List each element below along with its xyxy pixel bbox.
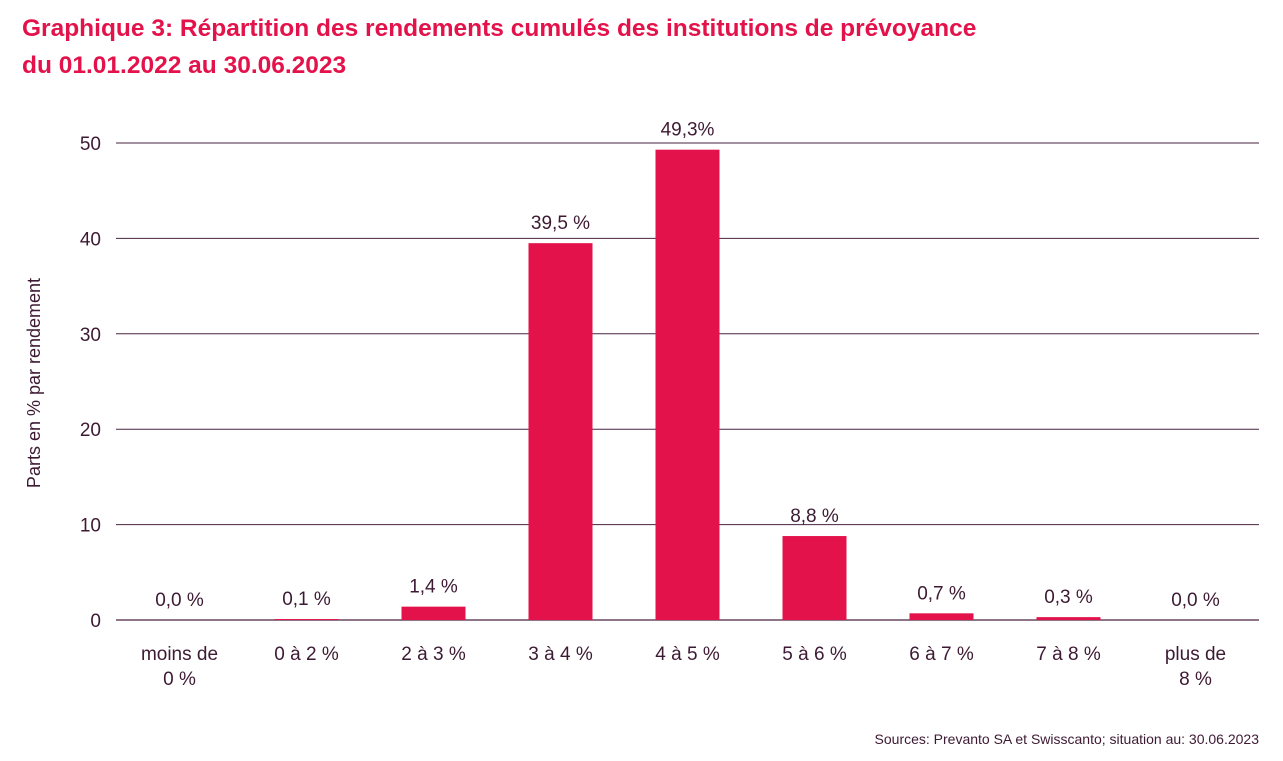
x-tick-label: 5 à 6 % xyxy=(782,644,847,665)
y-tick-label: 50 xyxy=(80,134,101,155)
bars xyxy=(274,149,1101,621)
x-tick-label: 8 % xyxy=(1179,669,1212,690)
bar xyxy=(909,613,974,620)
y-tick-label: 30 xyxy=(80,325,101,346)
value-labels: 0,0 % 0,1 % 1,4 % 39,5 % 49,3% 8,8 % 0,7 % 0,3 … xyxy=(155,120,1220,611)
x-tick-label: plus de xyxy=(1165,644,1226,665)
data-label: 0,7 % xyxy=(917,583,966,604)
data-label: 0,1 % xyxy=(282,589,331,610)
x-tick-label: 7 à 8 % xyxy=(1036,644,1101,665)
x-tick-label: 0 à 2 % xyxy=(274,644,339,665)
data-label: 1,4 % xyxy=(409,577,458,598)
chart-title-line-1: Graphique 3: Répartition des rendements … xyxy=(22,15,977,42)
y-tick-label: 0 xyxy=(90,611,101,632)
y-axis-ticks: 0 10 20 30 40 50 xyxy=(80,134,101,632)
data-label: 39,5 % xyxy=(531,213,590,234)
y-tick-label: 10 xyxy=(80,516,101,537)
x-tick-label: 4 à 5 % xyxy=(655,644,720,665)
bar xyxy=(401,606,466,620)
y-tick-label: 40 xyxy=(80,229,101,250)
data-label: 49,3% xyxy=(661,120,715,141)
x-tick-label: 3 à 4 % xyxy=(528,644,593,665)
bar xyxy=(1036,617,1101,620)
data-label: 0,0 % xyxy=(155,590,204,611)
x-tick-label: 2 à 3 % xyxy=(401,644,466,665)
source-note: Sources: Prevanto SA et Swisscanto; situ… xyxy=(874,731,1259,747)
x-axis-ticks: moins de 0 % 0 à 2 % 2 à 3 % 3 à 4 % 4 à 5 % 5… xyxy=(141,644,1226,690)
data-label: 8,8 % xyxy=(790,506,839,527)
bar xyxy=(655,149,720,621)
bar xyxy=(528,243,593,621)
y-tick-label: 20 xyxy=(80,420,101,441)
bar xyxy=(274,619,339,620)
data-label: 0,3 % xyxy=(1044,587,1093,608)
bar xyxy=(782,536,847,620)
data-label: 0,0 % xyxy=(1171,590,1220,611)
chart-title-line-2: du 01.01.2022 au 30.06.2023 xyxy=(22,52,347,79)
y-axis-label: Parts en % par rendement xyxy=(24,278,44,488)
chart-title: Graphique 3: Répartition des rendements … xyxy=(22,10,1262,84)
x-tick-label: 0 % xyxy=(163,669,196,690)
x-tick-label: 6 à 7 % xyxy=(909,644,974,665)
x-tick-label: moins de xyxy=(141,644,218,665)
